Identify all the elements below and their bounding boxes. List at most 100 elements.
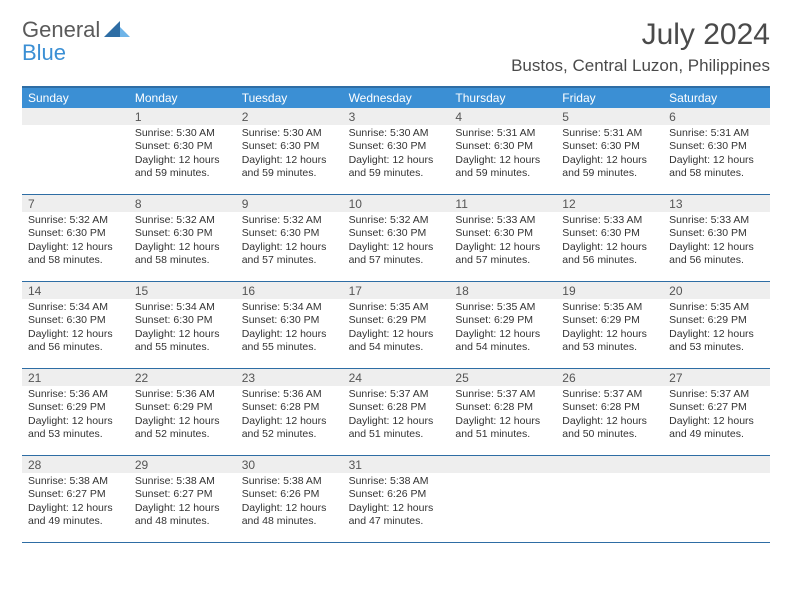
day-cell: 26Sunrise: 5:37 AMSunset: 6:28 PMDayligh… <box>556 369 663 455</box>
calendar: SundayMondayTuesdayWednesdayThursdayFrid… <box>22 86 770 543</box>
sunrise-label: Sunrise: <box>562 127 601 139</box>
day-body: Sunrise: 5:37 AMSunset: 6:28 PMDaylight:… <box>449 386 556 446</box>
sunrise-value: 5:34 AM <box>283 301 322 313</box>
sunset-line: Sunset: 6:28 PM <box>455 401 550 414</box>
daylight-label: Daylight: <box>562 328 603 340</box>
sunrise-value: 5:30 AM <box>176 127 215 139</box>
sunrise-label: Sunrise: <box>135 214 174 226</box>
logo-word-blue: Blue <box>22 40 66 65</box>
sunset-value: 6:30 PM <box>173 227 212 239</box>
daylight-label: Daylight: <box>562 154 603 166</box>
sunrise-label: Sunrise: <box>242 214 281 226</box>
day-body: Sunrise: 5:38 AMSunset: 6:26 PMDaylight:… <box>236 473 343 533</box>
day-cell: 3Sunrise: 5:30 AMSunset: 6:30 PMDaylight… <box>343 108 450 194</box>
day-body: Sunrise: 5:32 AMSunset: 6:30 PMDaylight:… <box>129 212 236 272</box>
sunset-label: Sunset: <box>562 227 598 239</box>
sunset-line: Sunset: 6:30 PM <box>135 227 230 240</box>
day-number: 8 <box>129 195 236 212</box>
day-number: 7 <box>22 195 129 212</box>
day-body <box>449 473 556 479</box>
sunrise-line: Sunrise: 5:37 AM <box>669 388 764 401</box>
sunset-line: Sunset: 6:30 PM <box>242 140 337 153</box>
day-cell: 22Sunrise: 5:36 AMSunset: 6:29 PMDayligh… <box>129 369 236 455</box>
daylight-label: Daylight: <box>455 415 496 427</box>
day-body: Sunrise: 5:35 AMSunset: 6:29 PMDaylight:… <box>449 299 556 359</box>
sunrise-line: Sunrise: 5:30 AM <box>135 127 230 140</box>
sunset-label: Sunset: <box>135 314 171 326</box>
sunrise-label: Sunrise: <box>28 301 67 313</box>
sunset-label: Sunset: <box>242 140 278 152</box>
sunrise-line: Sunrise: 5:37 AM <box>455 388 550 401</box>
week-row: 28Sunrise: 5:38 AMSunset: 6:27 PMDayligh… <box>22 456 770 543</box>
day-number: 16 <box>236 282 343 299</box>
day-body: Sunrise: 5:37 AMSunset: 6:28 PMDaylight:… <box>556 386 663 446</box>
day-cell: 14Sunrise: 5:34 AMSunset: 6:30 PMDayligh… <box>22 282 129 368</box>
sunrise-label: Sunrise: <box>242 127 281 139</box>
sunrise-line: Sunrise: 5:36 AM <box>135 388 230 401</box>
daylight-label: Daylight: <box>135 415 176 427</box>
sunset-label: Sunset: <box>669 140 705 152</box>
sunset-value: 6:30 PM <box>387 140 426 152</box>
daylight-line: Daylight: 12 hours and 49 minutes. <box>669 415 764 442</box>
sunrise-value: 5:37 AM <box>711 388 750 400</box>
day-cell-empty <box>556 456 663 542</box>
sunset-value: 6:30 PM <box>67 227 106 239</box>
sunset-label: Sunset: <box>455 140 491 152</box>
daylight-line: Daylight: 12 hours and 51 minutes. <box>455 415 550 442</box>
sunset-value: 6:30 PM <box>601 140 640 152</box>
sunrise-value: 5:36 AM <box>176 388 215 400</box>
day-body: Sunrise: 5:33 AMSunset: 6:30 PMDaylight:… <box>556 212 663 272</box>
day-number: 28 <box>22 456 129 473</box>
sunset-line: Sunset: 6:30 PM <box>349 227 444 240</box>
weekday-header: Thursday <box>449 88 556 108</box>
day-number: 22 <box>129 369 236 386</box>
sunrise-label: Sunrise: <box>562 301 601 313</box>
sunrise-label: Sunrise: <box>242 475 281 487</box>
daylight-line: Daylight: 12 hours and 54 minutes. <box>349 328 444 355</box>
sunset-label: Sunset: <box>349 140 385 152</box>
day-cell: 17Sunrise: 5:35 AMSunset: 6:29 PMDayligh… <box>343 282 450 368</box>
daylight-label: Daylight: <box>28 328 69 340</box>
daylight-label: Daylight: <box>455 154 496 166</box>
day-cell: 11Sunrise: 5:33 AMSunset: 6:30 PMDayligh… <box>449 195 556 281</box>
day-number: 4 <box>449 108 556 125</box>
sunset-value: 6:30 PM <box>173 140 212 152</box>
sunset-value: 6:27 PM <box>173 488 212 500</box>
weekday-header: Wednesday <box>343 88 450 108</box>
sunset-value: 6:30 PM <box>280 314 319 326</box>
day-body: Sunrise: 5:34 AMSunset: 6:30 PMDaylight:… <box>129 299 236 359</box>
sunset-label: Sunset: <box>669 227 705 239</box>
sunrise-label: Sunrise: <box>28 214 67 226</box>
daylight-line: Daylight: 12 hours and 57 minutes. <box>455 241 550 268</box>
sunrise-line: Sunrise: 5:38 AM <box>135 475 230 488</box>
daylight-label: Daylight: <box>349 241 390 253</box>
sunset-label: Sunset: <box>28 314 64 326</box>
sunrise-value: 5:35 AM <box>390 301 429 313</box>
sunrise-label: Sunrise: <box>349 127 388 139</box>
daylight-label: Daylight: <box>135 328 176 340</box>
daylight-label: Daylight: <box>562 241 603 253</box>
sunrise-label: Sunrise: <box>455 301 494 313</box>
daylight-label: Daylight: <box>242 502 283 514</box>
day-number: 31 <box>343 456 450 473</box>
day-cell: 2Sunrise: 5:30 AMSunset: 6:30 PMDaylight… <box>236 108 343 194</box>
daylight-line: Daylight: 12 hours and 55 minutes. <box>135 328 230 355</box>
sunrise-label: Sunrise: <box>669 214 708 226</box>
day-number: 27 <box>663 369 770 386</box>
daylight-line: Daylight: 12 hours and 53 minutes. <box>28 415 123 442</box>
daylight-line: Daylight: 12 hours and 52 minutes. <box>135 415 230 442</box>
sunset-value: 6:30 PM <box>494 227 533 239</box>
daylight-label: Daylight: <box>135 154 176 166</box>
daylight-line: Daylight: 12 hours and 54 minutes. <box>455 328 550 355</box>
sunset-line: Sunset: 6:27 PM <box>135 488 230 501</box>
day-body <box>663 473 770 479</box>
daylight-line: Daylight: 12 hours and 49 minutes. <box>28 502 123 529</box>
day-number: 12 <box>556 195 663 212</box>
sunrise-line: Sunrise: 5:38 AM <box>242 475 337 488</box>
day-cell: 19Sunrise: 5:35 AMSunset: 6:29 PMDayligh… <box>556 282 663 368</box>
sunrise-value: 5:35 AM <box>497 301 536 313</box>
logo-text: General Blue <box>22 18 130 64</box>
day-body: Sunrise: 5:38 AMSunset: 6:27 PMDaylight:… <box>129 473 236 533</box>
sunset-label: Sunset: <box>562 401 598 413</box>
sunrise-label: Sunrise: <box>669 388 708 400</box>
